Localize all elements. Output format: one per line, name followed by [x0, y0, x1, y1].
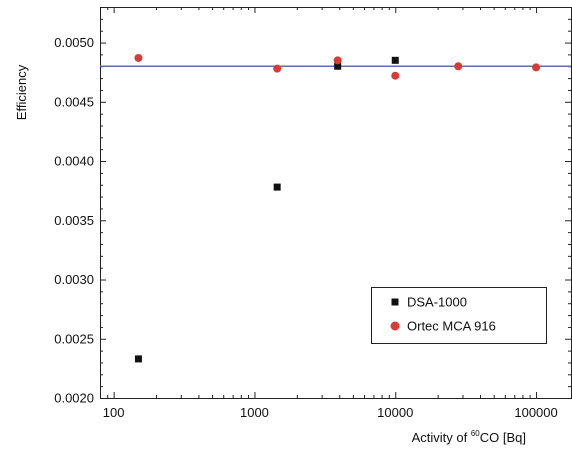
dsa-1000-point [134, 355, 142, 363]
x-axis-title-superscript: 60 [471, 429, 480, 438]
ortec-mca-916-point [391, 71, 400, 80]
data-marks [134, 53, 541, 363]
y-axis-title: Efficiency [14, 64, 29, 120]
ortec-mca-916-point [532, 63, 541, 72]
x-axis-title: Activity of 60CO [Bq] [412, 429, 526, 445]
y-tick-label: 0.0020 [54, 391, 94, 406]
y-tick-label: 0.0040 [54, 154, 94, 169]
legend-box [371, 287, 547, 344]
legend-label: DSA-1000 [407, 295, 467, 310]
ortec-mca-916-point [273, 64, 282, 73]
x-tick-label: 1000 [240, 405, 269, 420]
x-axis-title-suffix: CO [Bq] [480, 430, 526, 445]
legend-marker-ortec-mca-916 [390, 321, 400, 331]
ortec-mca-916-point [333, 56, 342, 65]
tick-labels: 0.0020 0.0025 0.0030 0.0035 0.0040 0.0045 0.00… [54, 35, 558, 420]
x-tick-label: 100000 [514, 405, 557, 420]
x-tick-label: 100 [103, 405, 125, 420]
legend-marker-dsa-1000 [391, 298, 399, 306]
axis-ticks [100, 7, 571, 399]
y-tick-label: 0.0025 [54, 331, 94, 346]
ortec-mca-916-point [134, 53, 143, 62]
y-tick-label: 0.0030 [54, 272, 94, 287]
dsa-1000-point [391, 56, 399, 64]
dsa-1000-point [334, 62, 342, 70]
legend-label: Ortec MCA 916 [407, 319, 496, 334]
ortec-mca-916-point [454, 62, 463, 71]
dsa-1000-point [273, 183, 281, 191]
y-tick-label: 0.0050 [54, 35, 94, 50]
x-tick-label: 10000 [377, 405, 413, 420]
x-axis-title-prefix: Activity of [412, 430, 471, 445]
legend: DSA-1000 Ortec MCA 916 [371, 287, 547, 344]
y-tick-label: 0.0035 [54, 213, 94, 228]
y-tick-label: 0.0045 [54, 94, 94, 109]
